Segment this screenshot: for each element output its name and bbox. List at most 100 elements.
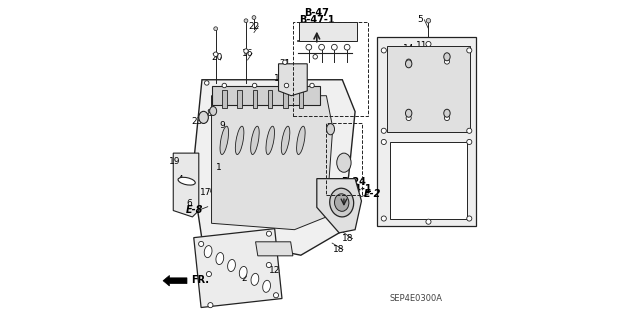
Circle shape — [206, 271, 211, 277]
Text: 11: 11 — [416, 41, 427, 50]
Circle shape — [381, 139, 387, 145]
Ellipse shape — [220, 126, 228, 154]
Ellipse shape — [251, 273, 259, 286]
Text: 21: 21 — [279, 59, 291, 68]
Ellipse shape — [266, 126, 275, 154]
Circle shape — [381, 48, 387, 53]
Ellipse shape — [236, 126, 244, 154]
Ellipse shape — [282, 126, 290, 154]
Text: 7: 7 — [425, 196, 431, 205]
Circle shape — [313, 55, 317, 59]
Circle shape — [444, 59, 449, 64]
Text: 5: 5 — [417, 15, 423, 24]
Ellipse shape — [216, 253, 224, 264]
Circle shape — [310, 83, 314, 88]
Text: E-8: E-8 — [186, 205, 204, 215]
Text: 4: 4 — [178, 175, 184, 184]
Text: TGS: TGS — [415, 82, 442, 95]
Ellipse shape — [335, 194, 349, 211]
Ellipse shape — [444, 109, 450, 117]
Circle shape — [214, 27, 218, 31]
Circle shape — [344, 44, 350, 50]
Circle shape — [266, 263, 271, 268]
Ellipse shape — [239, 266, 247, 278]
Text: SEP4E0300A: SEP4E0300A — [389, 294, 442, 303]
Ellipse shape — [406, 60, 412, 68]
Text: 12: 12 — [269, 266, 280, 275]
Text: 6: 6 — [186, 199, 192, 208]
Circle shape — [214, 52, 218, 56]
Circle shape — [381, 128, 387, 133]
Circle shape — [467, 216, 472, 221]
Ellipse shape — [178, 177, 195, 185]
Circle shape — [244, 19, 248, 23]
Text: 13: 13 — [456, 85, 467, 94]
Circle shape — [222, 83, 227, 88]
Text: 9: 9 — [219, 121, 225, 130]
Polygon shape — [387, 46, 470, 132]
Text: 19: 19 — [170, 157, 181, 166]
Text: 8: 8 — [206, 109, 212, 118]
Circle shape — [208, 303, 213, 308]
FancyBboxPatch shape — [237, 90, 242, 108]
Circle shape — [244, 49, 248, 53]
Text: 14: 14 — [403, 44, 414, 53]
Polygon shape — [378, 37, 476, 226]
Ellipse shape — [199, 111, 209, 123]
Circle shape — [444, 115, 449, 121]
Ellipse shape — [406, 109, 412, 117]
Circle shape — [319, 44, 324, 50]
Circle shape — [284, 83, 289, 88]
Text: 2: 2 — [241, 274, 247, 283]
Circle shape — [198, 241, 204, 247]
Polygon shape — [300, 22, 356, 41]
Text: B-47-1: B-47-1 — [299, 15, 335, 25]
Circle shape — [406, 59, 412, 64]
Circle shape — [273, 293, 278, 298]
FancyBboxPatch shape — [284, 90, 288, 108]
Circle shape — [205, 81, 209, 85]
Ellipse shape — [210, 107, 217, 115]
Text: 1: 1 — [216, 163, 221, 172]
Circle shape — [467, 139, 472, 145]
Ellipse shape — [204, 246, 212, 258]
Text: B-47: B-47 — [305, 8, 329, 19]
Circle shape — [266, 231, 271, 236]
Polygon shape — [212, 96, 333, 230]
Circle shape — [252, 16, 256, 19]
Ellipse shape — [326, 124, 335, 135]
Ellipse shape — [337, 153, 351, 172]
Text: 18: 18 — [342, 234, 354, 243]
Text: 14: 14 — [436, 101, 447, 110]
Ellipse shape — [296, 126, 305, 154]
FancyBboxPatch shape — [268, 90, 273, 108]
Text: 17: 17 — [200, 188, 212, 197]
Text: 10: 10 — [274, 74, 285, 83]
Circle shape — [467, 48, 472, 53]
Circle shape — [467, 128, 472, 133]
Ellipse shape — [330, 188, 354, 217]
Ellipse shape — [228, 259, 236, 271]
Circle shape — [426, 19, 431, 23]
Text: B-24: B-24 — [341, 177, 366, 188]
Ellipse shape — [262, 280, 271, 292]
Text: 15: 15 — [269, 245, 280, 254]
Circle shape — [252, 83, 257, 88]
Ellipse shape — [444, 53, 450, 61]
Text: B-24-1: B-24-1 — [336, 184, 371, 194]
Polygon shape — [173, 153, 199, 217]
Text: 20: 20 — [211, 53, 222, 62]
Text: 22: 22 — [248, 22, 260, 31]
Ellipse shape — [251, 126, 259, 154]
Circle shape — [381, 216, 387, 221]
Polygon shape — [194, 229, 282, 308]
Circle shape — [426, 41, 431, 47]
FancyArrow shape — [163, 275, 187, 286]
FancyBboxPatch shape — [222, 90, 227, 108]
Text: 18: 18 — [333, 245, 344, 254]
Text: 3: 3 — [248, 95, 253, 104]
Polygon shape — [390, 142, 467, 219]
Text: 16: 16 — [242, 49, 253, 58]
Circle shape — [406, 115, 412, 121]
Text: E-2: E-2 — [364, 189, 381, 199]
